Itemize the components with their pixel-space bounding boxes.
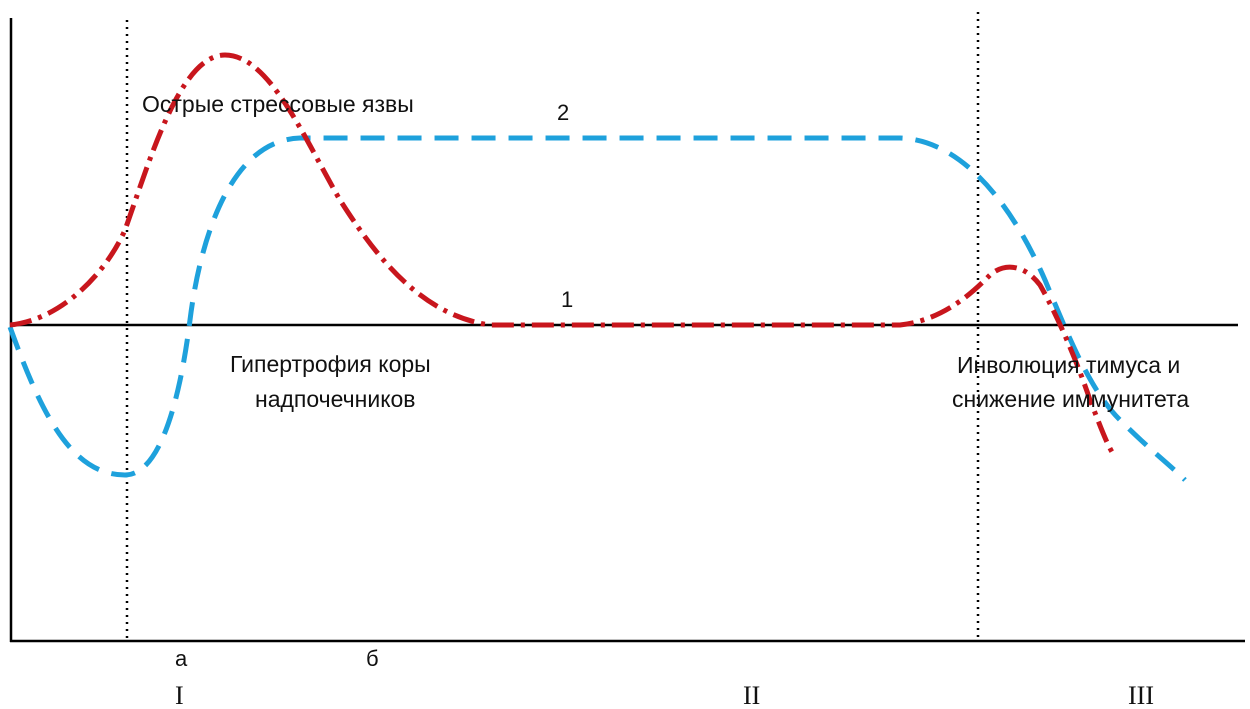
thymus-label-line2: снижение иммунитета [952, 386, 1189, 412]
substage-a-label: а [175, 646, 188, 671]
curve-2-number: 2 [557, 100, 569, 125]
curve-2 [7, 135, 1187, 482]
adrenal-label-line2: надпочечников [255, 386, 416, 412]
curve-1 [9, 52, 1115, 454]
adrenal-label-line1: Гипертрофия коры [230, 351, 431, 377]
stage-1-label: I [175, 681, 184, 709]
acute-ulcers-label: Острые стрессовые язвы [142, 91, 414, 117]
thymus-label-line1: Инволюция тимуса и [957, 352, 1180, 378]
curve-1-number: 1 [561, 287, 573, 312]
stage-2-label: II [743, 681, 760, 709]
substage-b-label: б [366, 646, 379, 671]
stage-3-label: III [1128, 681, 1154, 709]
